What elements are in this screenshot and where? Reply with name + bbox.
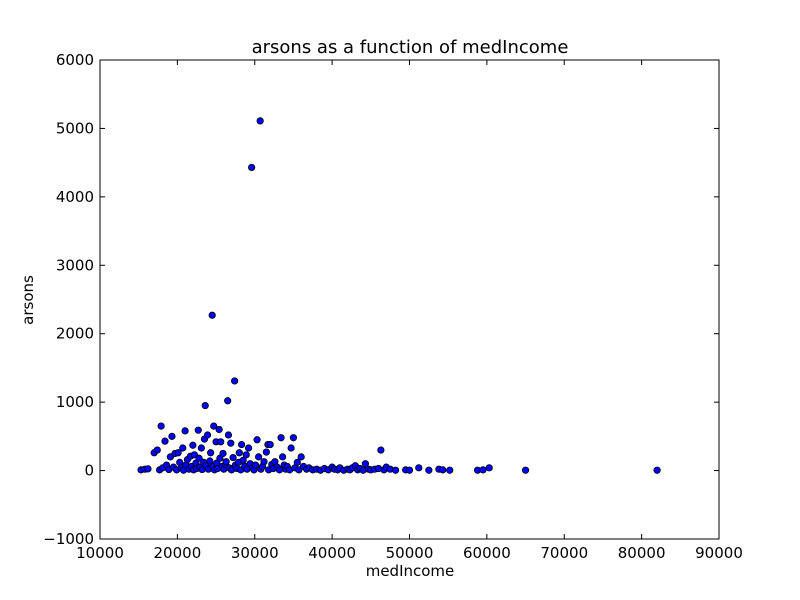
data-point	[219, 449, 227, 458]
data-point	[653, 466, 661, 474]
y-tick-label: 3000	[56, 256, 94, 274]
data-point	[253, 436, 261, 444]
data-point	[287, 444, 295, 452]
data-point	[215, 425, 223, 434]
x-tick-label: 40000	[308, 544, 356, 562]
data-point	[242, 451, 250, 459]
data-point	[189, 441, 197, 449]
data-point	[248, 163, 256, 172]
data-point	[289, 434, 298, 442]
data-point	[157, 422, 165, 430]
ticks-layer: 10000 20000 30000 40000 50000 60000 70000 80000…	[43, 51, 743, 562]
data-point	[222, 458, 230, 466]
data-point	[266, 440, 274, 449]
data-point	[279, 453, 287, 461]
data-point	[144, 465, 152, 473]
data-point	[262, 448, 270, 456]
data-point	[521, 466, 530, 474]
data-point	[181, 427, 189, 435]
x-tick-label: 10000	[76, 544, 124, 562]
x-tick-label: 60000	[463, 544, 511, 562]
data-point	[153, 446, 161, 454]
data-point	[207, 449, 215, 457]
y-tick-label: 1000	[56, 393, 94, 411]
data-point	[244, 444, 253, 452]
chart-title: arsons as a function of medIncome	[252, 37, 569, 58]
data-point	[231, 377, 239, 385]
points-layer	[137, 117, 661, 474]
data-point	[377, 446, 385, 454]
data-point	[256, 117, 264, 125]
x-axis-label: medIncome	[366, 562, 455, 580]
data-point	[405, 466, 414, 474]
x-tick-label: 30000	[231, 544, 279, 562]
data-point	[235, 449, 243, 457]
data-point	[217, 438, 225, 446]
data-point	[293, 458, 301, 466]
data-point	[195, 454, 203, 462]
data-point	[208, 311, 216, 319]
y-tick-label: 4000	[56, 188, 94, 206]
data-point	[297, 453, 305, 461]
data-point	[361, 460, 369, 468]
plot-area-frame	[99, 59, 720, 540]
data-point	[229, 453, 237, 462]
y-axis-label: arsons	[19, 275, 37, 325]
x-tick-label: 20000	[154, 544, 202, 562]
data-point	[439, 466, 447, 474]
x-tick-label: 50000	[386, 544, 434, 562]
data-point	[179, 444, 187, 452]
data-point	[224, 397, 232, 405]
data-point	[197, 444, 205, 452]
data-point	[260, 458, 268, 466]
x-tick-label: 70000	[540, 544, 588, 562]
data-point	[485, 464, 493, 472]
data-point	[227, 439, 235, 447]
x-tick-label: 90000	[695, 544, 743, 562]
data-point	[168, 432, 176, 440]
data-point	[277, 434, 285, 442]
data-point	[251, 461, 260, 469]
y-tick-label: 6000	[56, 51, 94, 69]
y-tick-label: −1000	[43, 530, 94, 548]
data-point	[194, 426, 202, 434]
data-point	[201, 401, 209, 410]
data-point	[174, 449, 182, 457]
data-point	[161, 437, 169, 445]
y-tick-label: 5000	[56, 119, 94, 137]
data-point	[255, 453, 263, 461]
y-tick-label: 2000	[56, 325, 94, 343]
y-tick-label: 0	[84, 462, 94, 480]
data-point	[391, 466, 400, 474]
data-point	[224, 431, 233, 439]
data-point	[415, 464, 423, 472]
data-point	[206, 457, 214, 465]
data-point	[210, 422, 218, 430]
x-tick-label: 80000	[618, 544, 666, 562]
data-point	[446, 466, 454, 474]
data-point	[203, 431, 212, 439]
data-point	[425, 466, 433, 474]
data-point	[479, 466, 487, 474]
data-point	[237, 440, 246, 449]
